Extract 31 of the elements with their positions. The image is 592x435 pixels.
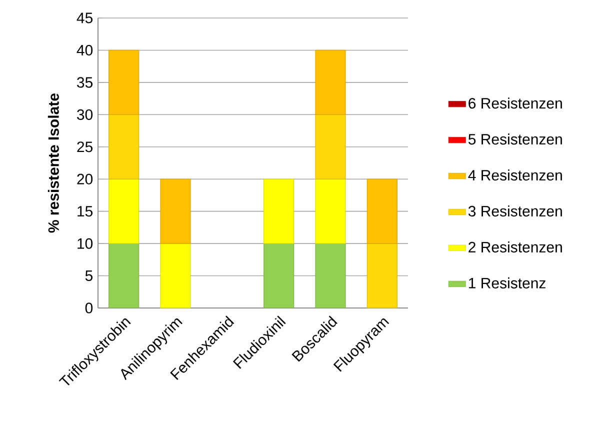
y-tick-label: 40 bbox=[76, 44, 93, 56]
bar bbox=[366, 178, 398, 244]
bar bbox=[108, 114, 140, 180]
legend-label: 3 Resistenzen bbox=[468, 205, 562, 217]
bar bbox=[315, 178, 346, 244]
y-tick-label: 15 bbox=[78, 206, 93, 217]
y-tick-label: 5 bbox=[85, 270, 93, 281]
bar bbox=[264, 178, 294, 244]
bar bbox=[160, 178, 191, 244]
y-tick-label: 10 bbox=[78, 238, 93, 249]
bar bbox=[315, 114, 346, 180]
bar bbox=[264, 243, 294, 308]
y-tick-label: 45 bbox=[76, 12, 93, 24]
legend-label: 2 Resistenzen bbox=[468, 241, 562, 252]
y-tick-label: 20 bbox=[77, 174, 93, 184]
y-axis-title: % resistente Isolate bbox=[48, 93, 59, 233]
bar bbox=[315, 50, 346, 115]
legend-label: 1 Resistenz bbox=[469, 277, 546, 288]
y-tick-label: 30 bbox=[77, 109, 93, 120]
legend-label: 4 Resistenzen bbox=[468, 170, 562, 181]
bar bbox=[108, 178, 140, 244]
bar bbox=[366, 243, 398, 308]
legend-label: 6 Resistenzen bbox=[468, 98, 562, 109]
y-tick-label: 0 bbox=[85, 302, 93, 314]
bar bbox=[108, 243, 140, 308]
y-tick-label: 35 bbox=[77, 77, 93, 88]
bar bbox=[160, 243, 191, 308]
bar bbox=[108, 50, 140, 115]
bar bbox=[315, 243, 346, 308]
legend-label: 5 Resistenzen bbox=[468, 134, 562, 145]
y-tick-label: 25 bbox=[77, 142, 93, 152]
